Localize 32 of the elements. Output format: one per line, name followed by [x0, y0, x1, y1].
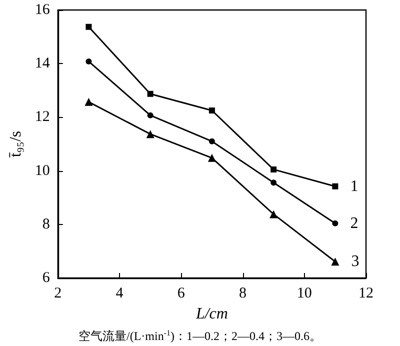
- x-tick-label: 2: [54, 286, 62, 302]
- series-label: 1: [350, 178, 358, 195]
- point: [86, 58, 92, 64]
- x-tick-label: 6: [177, 286, 186, 302]
- point: [331, 258, 340, 266]
- x-tick-label: 12: [358, 286, 374, 302]
- point: [208, 138, 215, 144]
- y-tick-label: 10: [34, 162, 50, 179]
- x-tick-label: 10: [296, 286, 312, 302]
- point: [332, 183, 338, 190]
- point: [147, 90, 154, 97]
- y-tick-label: 12: [34, 109, 50, 126]
- point: [147, 112, 154, 118]
- series-label: 3: [351, 253, 360, 270]
- point: [270, 180, 277, 186]
- point: [332, 220, 338, 226]
- point: [270, 210, 278, 218]
- point: [86, 24, 92, 30]
- series-label: 2: [350, 214, 358, 232]
- point: [208, 108, 215, 114]
- y-tick-label: 16: [34, 2, 50, 18]
- y-tick-label: 14: [34, 56, 50, 72]
- y-axis-title: t̄₉₅/s: [8, 130, 24, 158]
- point: [146, 130, 154, 138]
- point: [84, 98, 93, 106]
- point: [208, 154, 216, 162]
- x-tick-label: 8: [239, 286, 247, 302]
- y-tick-label: 6: [42, 270, 50, 286]
- x-tick-label: 4: [116, 286, 124, 302]
- y-tick-label: 8: [42, 216, 50, 232]
- x-axis-title: L/cm: [194, 305, 228, 322]
- point: [270, 166, 277, 172]
